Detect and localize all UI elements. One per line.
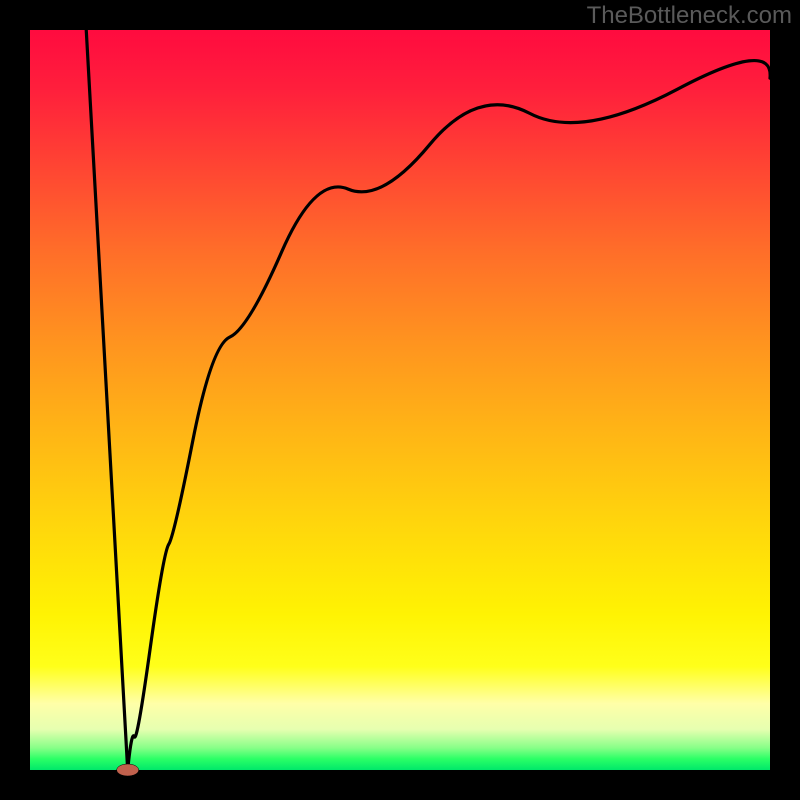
chart-container: TheBottleneck.com	[0, 0, 800, 800]
touch-point-marker	[117, 764, 139, 776]
plot-background	[30, 30, 770, 770]
frame-border-right	[770, 0, 800, 800]
frame-border-left	[0, 0, 30, 800]
bottleneck-curve-chart	[0, 0, 800, 800]
watermark-text: TheBottleneck.com	[587, 2, 792, 30]
